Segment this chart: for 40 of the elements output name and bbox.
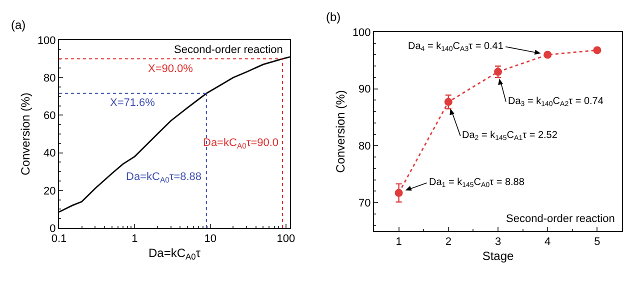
point — [494, 68, 502, 76]
x-tick-label: 3 — [494, 236, 502, 248]
annotation: Da$_{1}$ = k$_{145}$C$_{A0}$τ = 8.88 — [429, 177, 525, 190]
x-tick-label: 1 — [396, 236, 402, 248]
x-tick-label: 1 — [132, 233, 138, 246]
y-tick-label: 60 — [44, 110, 56, 122]
x-axis-title: Da=kC$_{A0}$τ — [148, 246, 201, 262]
y-tick-label: 100 — [37, 34, 56, 47]
y-axis-title: Conversion (%) — [334, 90, 348, 173]
point — [593, 46, 602, 54]
point — [544, 50, 552, 59]
x-tick-label: 100 — [276, 233, 296, 246]
y-tick-label: 0 — [50, 222, 56, 235]
x-axis-title: Stage — [482, 249, 514, 264]
annotation: Second-order reaction — [506, 213, 615, 225]
ref-line-label: Da=kC$_{A0}$τ=8.88 — [126, 171, 202, 184]
y-tick-label: 90 — [358, 84, 371, 96]
x-tick-label: 4 — [544, 236, 551, 248]
annotation: Da$_{3}$ = k$_{140}$C$_{A2}$τ = 0.74 — [508, 96, 604, 108]
ref-line-label: Da=kC$_{A0}$τ=90.0 — [203, 137, 279, 150]
x-tick-label: 2 — [445, 236, 452, 248]
annotation: Second-order reaction — [174, 44, 283, 56]
ref-line-label: X=90.0% — [148, 63, 194, 75]
annotation: Da$_{2}$ = k$_{145}$C$_{A1}$τ = 2.52 — [462, 130, 558, 142]
y-tick-label: 40 — [44, 148, 56, 160]
y-tick-label: 20 — [44, 185, 56, 198]
ref-line-label: X=71.6% — [110, 97, 156, 109]
x-tick-label: 10 — [204, 233, 216, 246]
text: (b) — [326, 10, 341, 24]
y-tick-label: 80 — [358, 140, 371, 153]
point — [394, 188, 403, 197]
annotation: Da$_{4}$ = k$_{140}$C$_{A3}$τ = 0.41 — [408, 41, 504, 54]
y-axis-title: Conversion (%) — [18, 92, 33, 176]
x-tick-label: 0.1 — [51, 233, 67, 246]
y-tick-label: 100 — [352, 26, 371, 39]
y-tick-label: 80 — [44, 72, 56, 84]
x-tick-label: 5 — [594, 236, 600, 248]
text: (a) — [11, 18, 26, 32]
y-tick-label: 70 — [358, 197, 371, 210]
point — [444, 98, 452, 106]
